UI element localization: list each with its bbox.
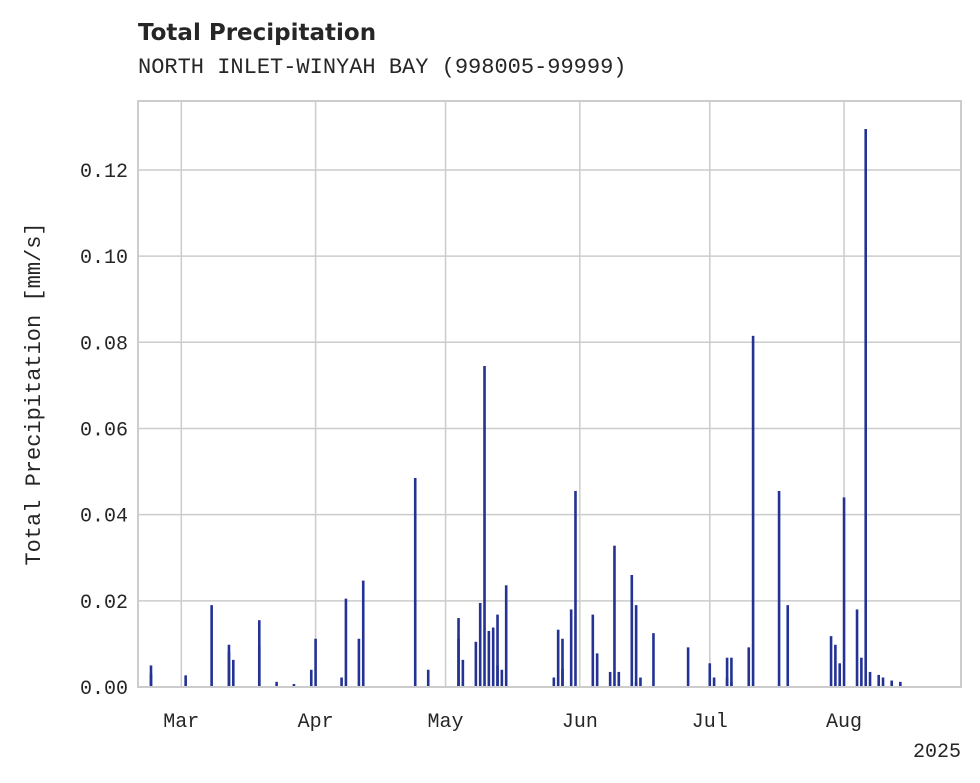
precipitation-bar (899, 681, 902, 687)
precipitation-bar (829, 636, 833, 687)
precipitation-bar (868, 671, 872, 687)
precipitation-bar (877, 674, 880, 687)
precipitation-bar (227, 644, 231, 687)
precipitation-bar (461, 659, 465, 687)
precipitation-bar (491, 627, 495, 687)
precipitation-bar (556, 629, 560, 687)
precipitation-bar (725, 677, 729, 687)
precipitation-bar (591, 614, 595, 687)
precipitation-bar (340, 677, 343, 687)
y-tick-label: 0.02 (80, 592, 128, 615)
y-tick-label: 0.00 (80, 678, 128, 701)
y-tick-label: 0.08 (80, 333, 128, 356)
precipitation-bar (149, 674, 153, 687)
precipitation-bar (496, 665, 499, 687)
precipitation-bar (561, 668, 564, 687)
y-tick-label: 0.06 (80, 419, 128, 442)
precipitation-bar (777, 490, 781, 687)
x-tick-label: Aug (826, 711, 862, 734)
precipitation-bar (561, 638, 564, 687)
precipitation-bar (860, 657, 863, 687)
x-tick-label: May (428, 711, 464, 734)
precipitation-bar (786, 605, 790, 687)
precipitation-bar (608, 671, 612, 687)
precipitation-bar (184, 675, 187, 687)
precipitation-bar (838, 663, 842, 687)
precipitation-bar (617, 671, 621, 687)
precipitation-bar (344, 598, 348, 687)
precipitation-bar (483, 365, 486, 687)
precipitation-bar (613, 545, 616, 687)
plot-frame (137, 100, 962, 688)
precipitation-bar (569, 609, 573, 687)
precipitation-bar (864, 129, 868, 688)
precipitation-bar (413, 478, 417, 687)
precipitation-bar (595, 653, 599, 687)
precipitation-bar (730, 657, 733, 687)
precipitation-bar (747, 647, 751, 687)
chart-title: Total Precipitation (138, 20, 376, 46)
y-tick-label: 0.12 (80, 161, 128, 184)
x-tick-labels: Mar Apr May Jun Jul Aug (163, 711, 862, 734)
precipitation-bar (652, 633, 655, 687)
precipitation-bar (686, 647, 690, 687)
precipitation-bar (426, 669, 430, 687)
precipitation-bar (834, 644, 837, 687)
precipitation-bar (496, 614, 499, 687)
y-tick-labels: 0.00 0.02 0.04 0.06 0.08 0.10 0.12 (80, 161, 128, 701)
grid (138, 101, 961, 688)
x-axis-year-label: 2025 (913, 741, 961, 764)
precipitation-bar (231, 659, 235, 687)
y-axis-label: Total Precipitation [mm/s] (22, 222, 47, 565)
precipitation-bar (478, 602, 482, 687)
x-tick-label: Jul (692, 711, 728, 734)
precipitation-bar (357, 638, 361, 687)
precipitation-bar (751, 335, 755, 687)
bars (149, 129, 902, 688)
precipitation-bar (314, 638, 317, 687)
precipitation-bar (292, 683, 296, 687)
precipitation-bar (210, 605, 213, 687)
precipitation-bar (309, 669, 313, 687)
y-tick-label: 0.10 (80, 247, 128, 270)
precipitation-bar (725, 657, 729, 687)
precipitation-bar (842, 497, 846, 687)
precipitation-bar (708, 663, 712, 687)
x-tick-label: Apr (298, 711, 334, 734)
x-tick-label: Jun (562, 711, 598, 734)
precipitation-bar (630, 574, 634, 687)
precipitation-bar (504, 585, 508, 687)
precipitation-bar (639, 677, 642, 687)
chart-subtitle: NORTH INLET-WINYAH BAY (998005-99999) (138, 55, 626, 80)
precipitation-bar (712, 677, 716, 687)
precipitation-bar (361, 580, 365, 687)
precipitation-bar (457, 638, 460, 687)
precipitation-bar (500, 669, 504, 687)
precipitation-bar (275, 681, 278, 687)
precipitation-bar (552, 677, 556, 687)
precipitation-bar (890, 680, 893, 687)
precipitation-bar (881, 677, 885, 687)
precipitation-bar (855, 609, 859, 687)
x-tick-label: Mar (163, 711, 199, 734)
precipitation-bar (574, 490, 577, 687)
precipitation-bar (634, 605, 638, 687)
y-tick-label: 0.04 (80, 506, 128, 529)
precipitation-bar (474, 641, 478, 687)
precipitation-bar (487, 630, 491, 687)
precipitation-bar (257, 645, 261, 687)
